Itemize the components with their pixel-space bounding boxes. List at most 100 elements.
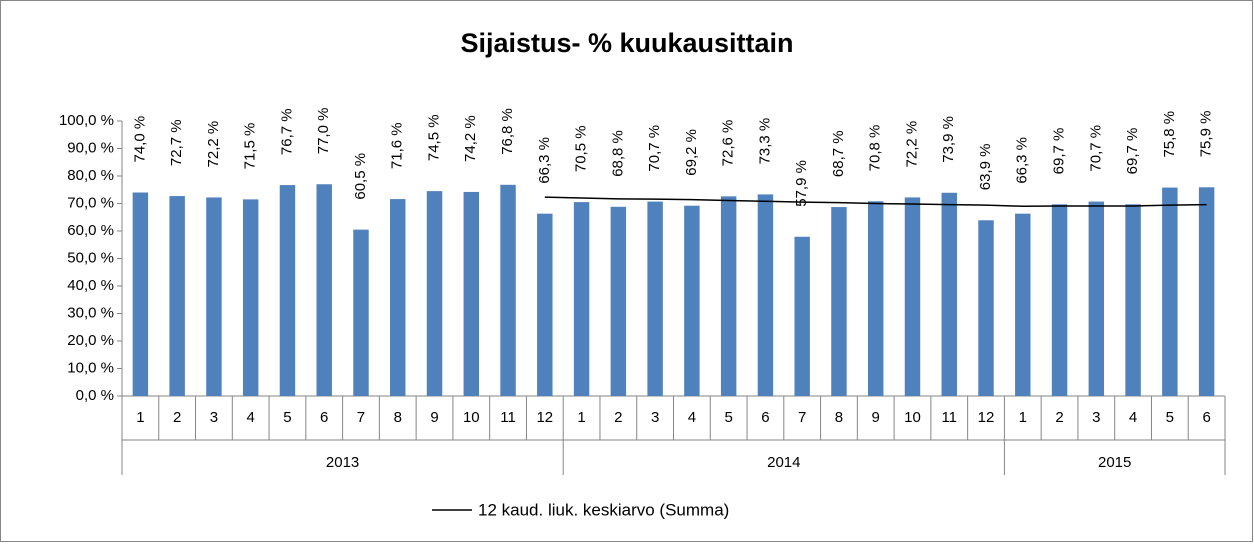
legend-label: 12 kaud. liuk. keskiarvo (Summa): [478, 500, 729, 519]
data-label: 69,7 %: [1051, 128, 1068, 175]
data-label: 71,5 %: [242, 123, 259, 170]
x-group-label: 2013: [326, 454, 359, 471]
data-label: 60,5 %: [352, 153, 369, 200]
x-tick-label: 10: [463, 409, 480, 426]
bar: [904, 197, 921, 396]
y-tick-label: 30,0 %: [67, 304, 114, 321]
y-tick-label: 60,0 %: [67, 222, 114, 239]
bar: [757, 194, 774, 396]
y-tick-label: 70,0 %: [67, 194, 114, 211]
x-tick-label: 11: [500, 409, 516, 426]
bar: [132, 192, 149, 396]
bar: [500, 184, 516, 396]
data-label: 74,2 %: [462, 115, 479, 162]
x-tick-label: 5: [283, 409, 291, 426]
x-group-label: 2014: [767, 454, 800, 471]
data-label: 72,7 %: [168, 119, 185, 166]
data-label: 73,3 %: [756, 118, 773, 165]
chart-title: Sijaistus- % kuukausittain: [460, 28, 793, 58]
bar: [1125, 204, 1141, 396]
x-tick-label: 2: [173, 409, 181, 426]
data-label: 68,8 %: [609, 130, 626, 177]
x-tick-label: 5: [1166, 409, 1174, 426]
data-label: 72,6 %: [720, 120, 737, 167]
x-tick-label: 12: [978, 409, 995, 426]
bar: [647, 201, 663, 396]
y-tick-label: 80,0 %: [67, 167, 114, 184]
x-tick-label: 1: [136, 409, 144, 426]
data-label: 75,9 %: [1198, 111, 1215, 158]
bar: [206, 197, 222, 396]
y-tick-label: 10,0 %: [67, 359, 114, 376]
x-tick-label: 6: [761, 409, 769, 426]
bar: [463, 191, 480, 396]
data-label: 57,9 %: [793, 160, 810, 207]
bar: [1051, 204, 1068, 396]
bar: [1015, 213, 1031, 396]
bar: [169, 196, 185, 396]
data-label: 72,2 %: [903, 121, 920, 168]
bar: [279, 185, 296, 396]
x-tick-label: 7: [798, 409, 806, 426]
y-tick-label: 100,0 %: [59, 112, 114, 129]
bar: [353, 229, 369, 396]
x-tick-label: 6: [1202, 409, 1210, 426]
data-label: 75,8 %: [1161, 111, 1178, 158]
data-label: 69,7 %: [1124, 128, 1141, 175]
x-tick-label: 8: [835, 409, 843, 426]
bar: [1198, 187, 1215, 396]
bar: [867, 201, 884, 396]
data-label: 63,9 %: [977, 144, 994, 191]
data-label: 70,8 %: [867, 125, 884, 172]
y-tick-label: 90,0 %: [67, 139, 114, 156]
x-tick-label: 4: [1129, 409, 1137, 426]
data-label: 70,7 %: [1087, 125, 1104, 172]
data-label: 76,8 %: [499, 108, 516, 155]
x-tick-label: 2: [1055, 409, 1063, 426]
data-label: 69,2 %: [683, 129, 700, 176]
x-tick-label: 8: [394, 409, 402, 426]
bar: [1088, 201, 1105, 396]
x-tick-label: 10: [904, 409, 921, 426]
bar: [684, 205, 700, 396]
bar: [610, 206, 627, 396]
x-tick-label: 3: [1092, 409, 1100, 426]
x-tick-label: 4: [688, 409, 696, 426]
data-label: 74,5 %: [425, 114, 442, 161]
data-label: 68,7 %: [830, 130, 847, 177]
x-tick-label: 1: [577, 409, 585, 426]
y-tick-label: 0,0 %: [76, 387, 114, 404]
x-tick-label: 9: [872, 409, 880, 426]
x-tick-label: 6: [320, 409, 328, 426]
data-label: 74,0 %: [131, 116, 148, 163]
x-tick-label: 9: [430, 409, 438, 426]
bar: [1162, 187, 1178, 396]
data-label: 66,3 %: [1014, 137, 1031, 184]
data-label: 71,6 %: [389, 122, 406, 169]
bar: [831, 207, 847, 396]
data-label: 76,7 %: [278, 108, 295, 155]
bar: [720, 196, 737, 396]
y-tick-label: 40,0 %: [67, 277, 114, 294]
bar: [390, 199, 406, 396]
x-tick-label: 11: [941, 409, 957, 426]
data-label: 70,5 %: [573, 125, 590, 172]
x-tick-label: 7: [357, 409, 365, 426]
bar: [794, 236, 810, 396]
trend-line: [544, 196, 1207, 208]
y-tick-label: 20,0 %: [67, 332, 114, 349]
data-label: 73,9 %: [940, 116, 957, 163]
bar: [573, 202, 590, 396]
x-tick-label: 3: [651, 409, 659, 426]
y-tick-label: 50,0 %: [67, 249, 114, 266]
x-tick-label: 2: [614, 409, 622, 426]
data-label: 70,7 %: [646, 125, 663, 172]
bar: [316, 184, 332, 396]
x-tick-label: 5: [724, 409, 732, 426]
bar: [941, 192, 957, 396]
bar: [426, 191, 443, 396]
x-tick-label: 1: [1019, 409, 1027, 426]
bar: [242, 199, 259, 396]
